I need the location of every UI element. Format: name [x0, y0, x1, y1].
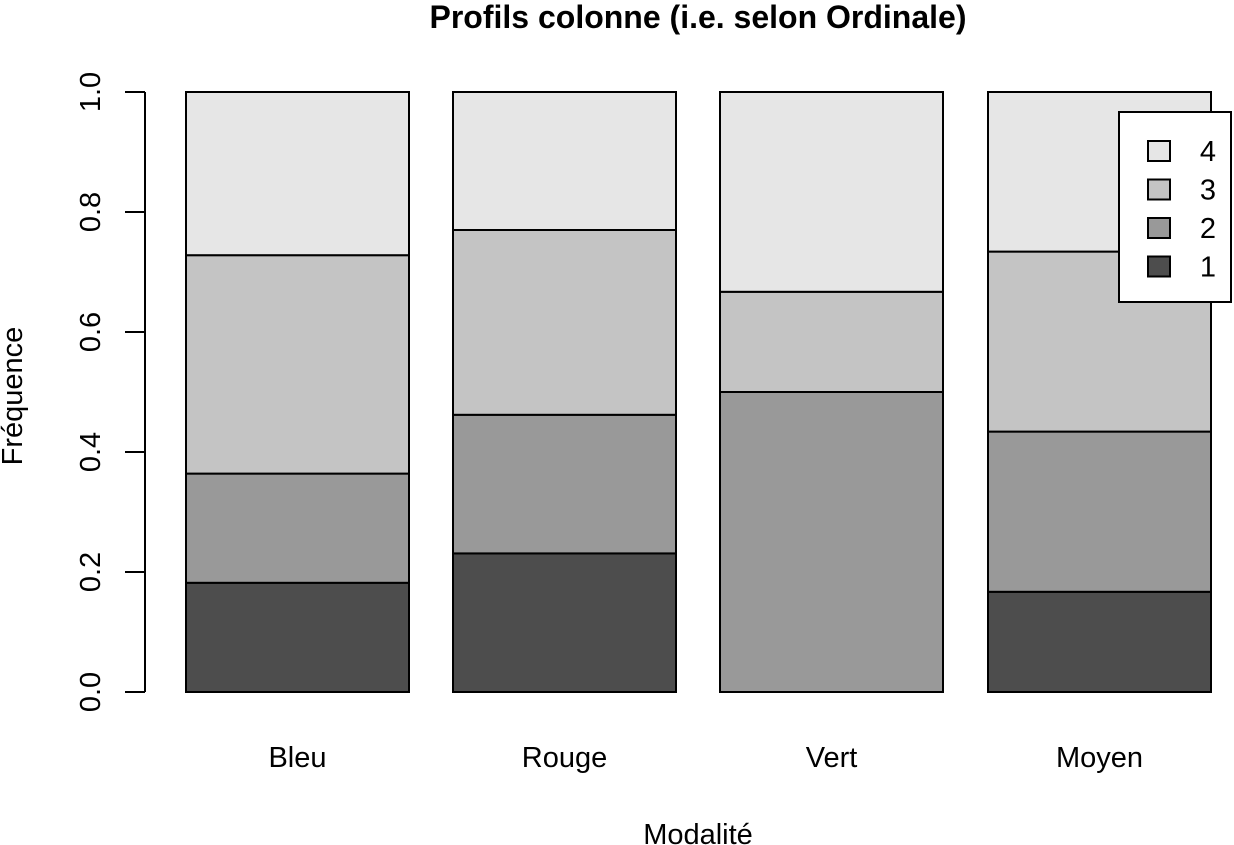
bar-segment-moyen-2	[987, 430, 1212, 593]
bar-segment-bleu-4	[185, 91, 410, 257]
legend: 4 3 2 1	[1118, 111, 1232, 303]
y-tick-label: 0.4	[75, 432, 107, 472]
legend-label-2: 2	[1200, 213, 1216, 245]
x-category-label: Moyen	[1056, 742, 1143, 774]
legend-box	[1118, 111, 1232, 303]
y-tick-label: 0.0	[75, 672, 107, 712]
bar-segment-rouge-2	[452, 413, 677, 555]
bar-segment-bleu-3	[185, 254, 410, 475]
legend-label-4: 4	[1200, 136, 1216, 168]
chart-title: Profils colonne (i.e. selon Ordinale)	[430, 0, 967, 35]
legend-label-3: 3	[1200, 175, 1216, 207]
bar-segment-moyen-1	[987, 590, 1212, 693]
x-category-labels: Bleu Rouge Vert Moyen	[268, 742, 1143, 774]
legend-swatch-3	[1147, 178, 1171, 201]
bar-segment-vert-3	[719, 290, 944, 393]
bar-segment-bleu-1	[185, 581, 410, 693]
bar-segment-rouge-4	[452, 91, 677, 231]
bars-group	[185, 91, 1212, 694]
y-axis-label: Fréquence	[0, 327, 29, 466]
x-category-label: Bleu	[268, 742, 326, 774]
y-tick-label: 0.8	[75, 192, 107, 232]
y-tick-label: 0.2	[75, 552, 107, 592]
bar-segment-vert-4	[719, 91, 944, 293]
legend-label-1: 1	[1200, 252, 1216, 284]
legend-swatch-4	[1147, 140, 1171, 162]
bar-segment-rouge-1	[452, 552, 677, 694]
legend-swatch-1	[1147, 255, 1171, 278]
y-tick-label: 0.6	[75, 312, 107, 352]
x-category-label: Rouge	[522, 742, 607, 774]
bar-segment-rouge-3	[452, 229, 677, 416]
legend-swatch-2	[1147, 217, 1171, 239]
y-tick-label: 1.0	[75, 72, 107, 112]
bar-segment-vert-2	[719, 391, 944, 693]
bar-segment-bleu-2	[185, 472, 410, 584]
x-category-label: Vert	[806, 742, 858, 774]
x-axis-label: Modalité	[643, 819, 753, 845]
y-axis: 0.0 0.2 0.4 0.6 0.8 1.0	[75, 72, 146, 712]
